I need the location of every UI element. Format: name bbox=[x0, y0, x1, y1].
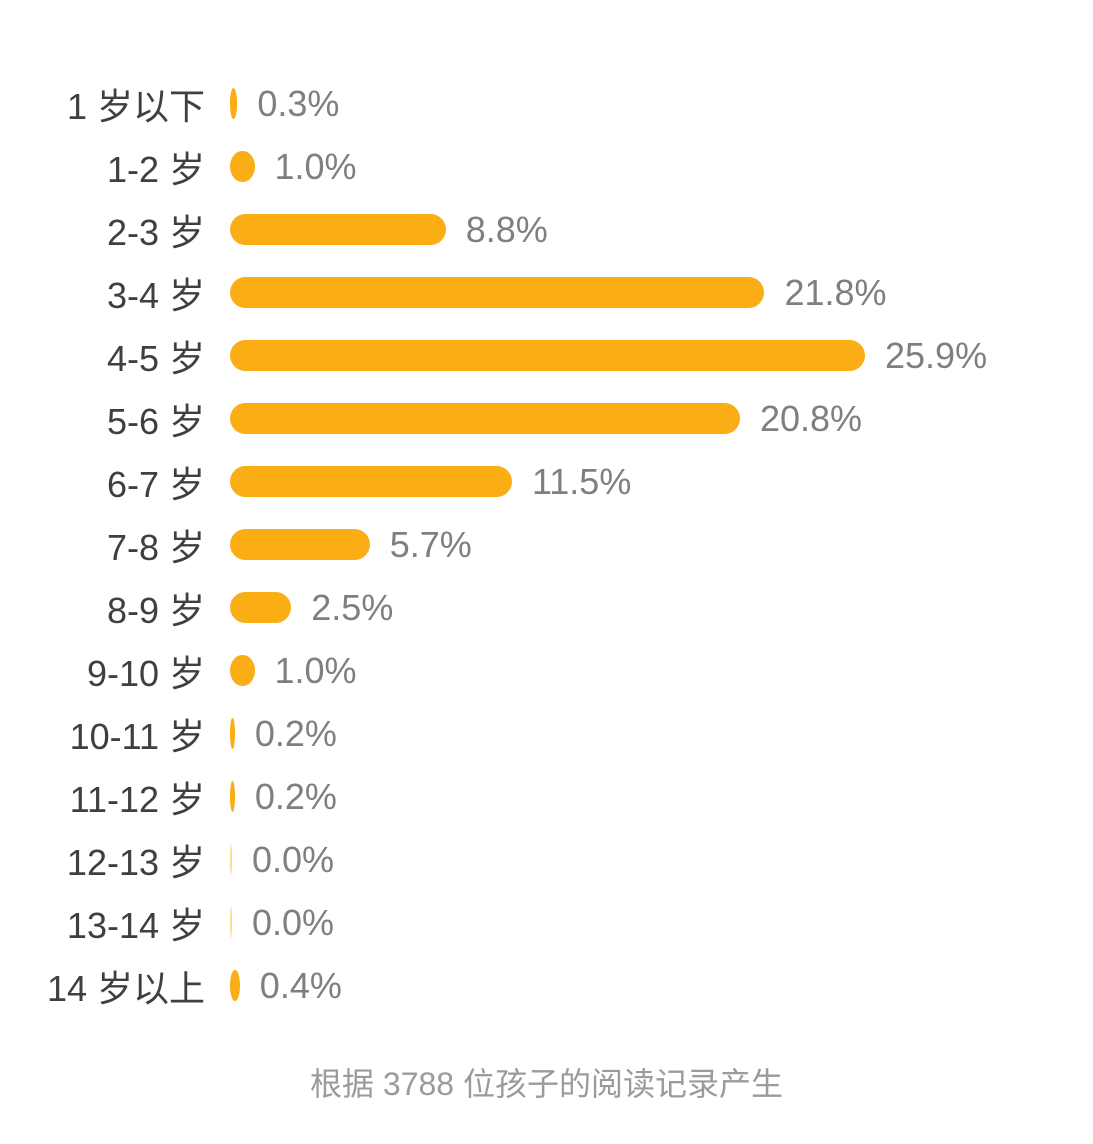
chart-row: 14 岁以上 0.4% bbox=[0, 954, 1093, 1017]
bar bbox=[230, 529, 370, 560]
chart-row: 5-6 岁 20.8% bbox=[0, 387, 1093, 450]
bar bbox=[230, 466, 512, 497]
category-label: 7-8 岁 bbox=[106, 526, 205, 568]
value-label: 0.4% bbox=[259, 964, 342, 1006]
chart-row: 12-13 岁 0.0% bbox=[0, 828, 1093, 891]
chart-row: 8-9 岁 2.5% bbox=[0, 576, 1093, 639]
bar bbox=[230, 340, 865, 371]
value-label: 21.8% bbox=[784, 271, 887, 313]
category-label: 4-5 岁 bbox=[106, 337, 205, 379]
value-label: 25.9% bbox=[885, 334, 988, 376]
bar bbox=[230, 907, 232, 938]
chart-row: 3-4 岁 21.8% bbox=[0, 261, 1093, 324]
value-label: 8.8% bbox=[465, 208, 548, 250]
bar bbox=[230, 403, 740, 434]
bar bbox=[230, 718, 235, 749]
chart-row: 2-3 岁 8.8% bbox=[0, 198, 1093, 261]
category-label: 3-4 岁 bbox=[106, 274, 205, 316]
bar bbox=[230, 214, 446, 245]
bar bbox=[230, 655, 255, 686]
chart-caption: 根据 3788 位孩子的阅读记录产生 bbox=[310, 1066, 783, 1102]
category-label: 13-14 岁 bbox=[66, 904, 205, 946]
chart-rows: 1 岁以下 0.3% 1-2 岁 1.0% 2-3 岁 8.8% 3-4 岁 21.8% 4-5… bbox=[0, 72, 1093, 1017]
category-label: 14 岁以上 bbox=[46, 967, 205, 1009]
bar bbox=[230, 277, 765, 308]
chart-row: 1-2 岁 1.0% bbox=[0, 135, 1093, 198]
chart-row: 6-7 岁 11.5% bbox=[0, 450, 1093, 513]
value-label: 2.5% bbox=[311, 586, 394, 628]
bar bbox=[230, 88, 238, 119]
category-label: 12-13 岁 bbox=[66, 841, 205, 883]
bar bbox=[230, 592, 292, 623]
category-label: 5-6 岁 bbox=[106, 400, 205, 442]
chart-row: 10-11 岁 0.2% bbox=[0, 702, 1093, 765]
category-label: 9-10 岁 bbox=[86, 652, 205, 694]
chart-row: 7-8 岁 5.7% bbox=[0, 513, 1093, 576]
value-label: 20.8% bbox=[759, 397, 863, 439]
chart-row: 9-10 岁 1.0% bbox=[0, 639, 1093, 702]
value-label: 11.5% bbox=[531, 460, 632, 502]
bar bbox=[230, 781, 235, 812]
category-label: 1-2 岁 bbox=[106, 148, 205, 190]
category-label: 11-12 岁 bbox=[69, 778, 205, 820]
value-label: 1.0% bbox=[274, 145, 357, 187]
value-label: 0.2% bbox=[254, 775, 337, 817]
category-label: 8-9 岁 bbox=[106, 589, 205, 631]
category-label: 10-11 岁 bbox=[69, 715, 205, 757]
category-label: 1 岁以下 bbox=[66, 85, 205, 127]
value-label: 0.2% bbox=[254, 712, 337, 754]
bar bbox=[230, 844, 232, 875]
chart-row: 1 岁以下 0.3% bbox=[0, 72, 1093, 135]
value-label: 1.0% bbox=[274, 649, 357, 691]
value-label: 0.0% bbox=[252, 901, 335, 943]
value-label: 5.7% bbox=[389, 523, 472, 565]
age-distribution-chart: 1 岁以下 0.3% 1-2 岁 1.0% 2-3 岁 8.8% 3-4 岁 21.8% 4-5… bbox=[0, 72, 1093, 1103]
bar bbox=[230, 151, 255, 182]
chart-row: 13-14 岁 0.0% bbox=[0, 891, 1093, 954]
value-label: 0.3% bbox=[257, 82, 340, 124]
value-label: 0.0% bbox=[252, 838, 335, 880]
chart-row: 4-5 岁 25.9% bbox=[0, 324, 1093, 387]
category-label: 2-3 岁 bbox=[106, 211, 205, 253]
category-label: 6-7 岁 bbox=[106, 463, 205, 505]
bar bbox=[230, 970, 240, 1001]
chart-row: 11-12 岁 0.2% bbox=[0, 765, 1093, 828]
